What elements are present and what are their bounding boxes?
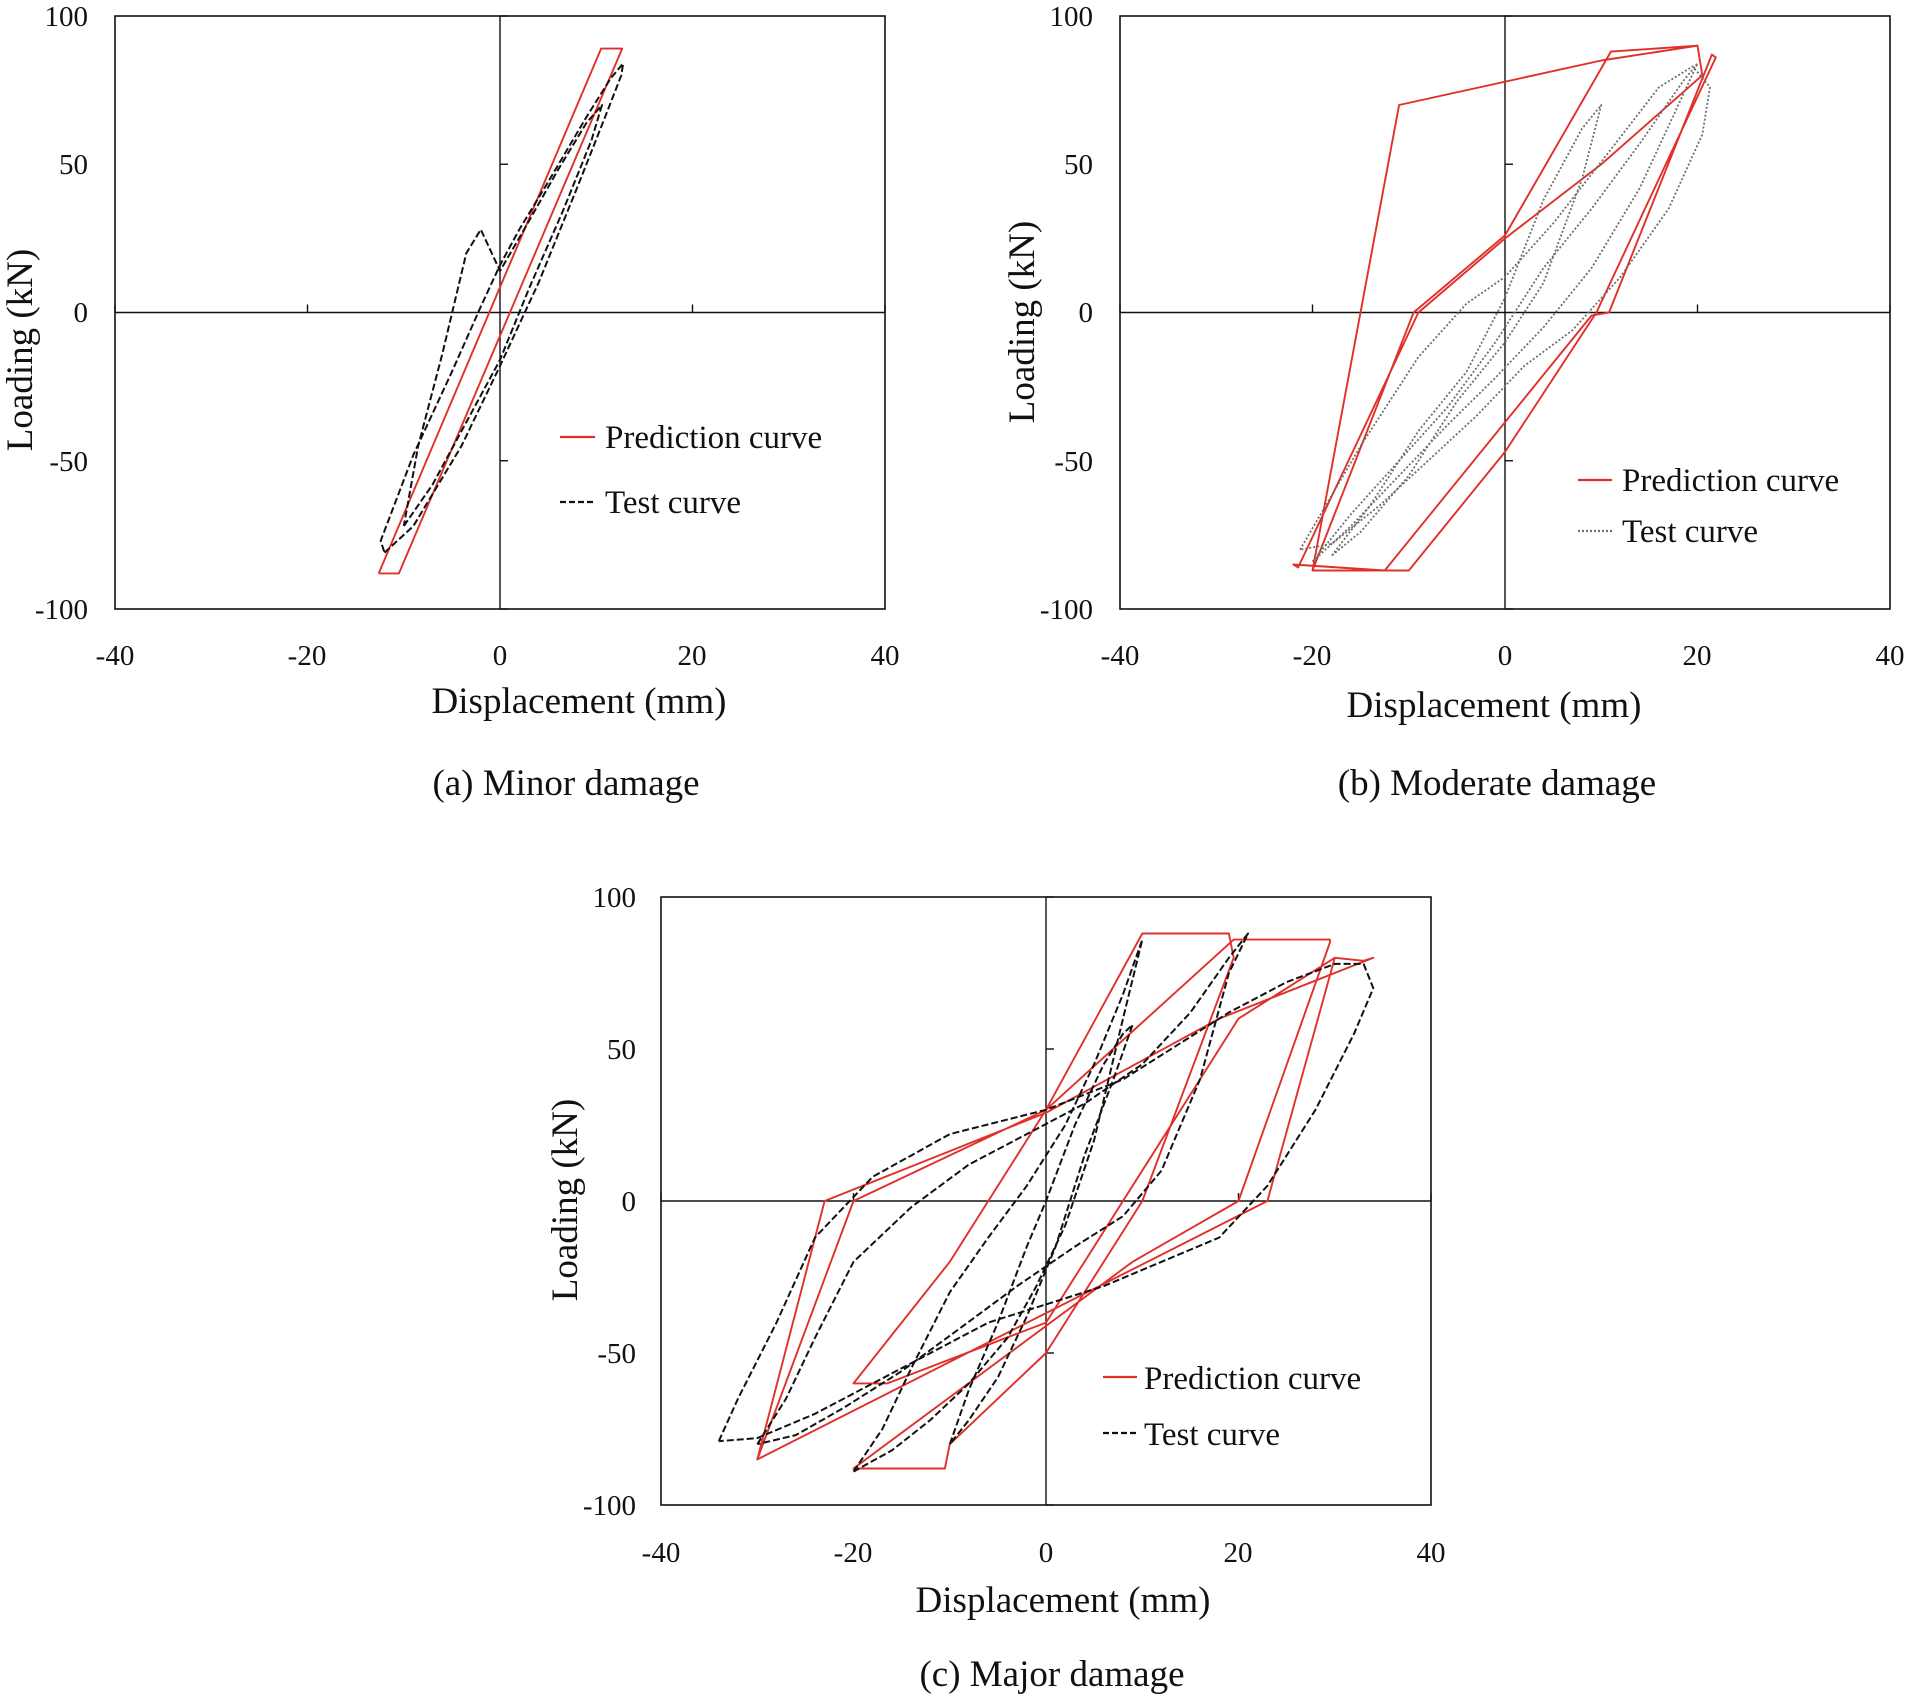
panel-b-ytick-100: 100 (1050, 1, 1094, 33)
panel-a-y-axis-label: Loading (kN) (0, 249, 41, 451)
panel-a-legend: Prediction curve Test curve (560, 420, 822, 521)
panel-a-ytick-100: 100 (45, 1, 89, 33)
panel-c-series (717, 932, 1375, 1473)
panel-c-caption: (c) Major damage (919, 1654, 1184, 1695)
panel-b-xtick-0: 0 (1498, 640, 1513, 672)
panel-b-xtick-20: 20 (1683, 640, 1712, 672)
panel-a-test-curve-inner-loop-2 (402, 104, 603, 527)
panel-c-prediction-curve-0 (756, 932, 1375, 1470)
panel-c-xtick-minus40: -40 (642, 1537, 681, 1569)
panel-c-ytick-minus100: -100 (583, 1490, 636, 1522)
panel-c-ytick-50: 50 (607, 1034, 636, 1066)
panel-c-x-axis-label: Displacement (mm) (916, 1580, 1211, 1621)
panel-a-ytick-0: 0 (74, 297, 89, 329)
panel-c-legend: Prediction curve Test curve (1103, 1361, 1361, 1453)
panel-c-xtick-minus20: -20 (834, 1537, 873, 1569)
panel-a-caption: (a) Minor damage (432, 763, 699, 804)
panel-b-legend-test-label: Test curve (1622, 514, 1758, 550)
panel-b-caption: (b) Moderate damage (1338, 763, 1656, 804)
panel-a-legend-test-label: Test curve (605, 485, 741, 521)
panel-c-legend-prediction-label: Prediction curve (1144, 1361, 1361, 1397)
panel-c-xtick-20: 20 (1224, 1537, 1253, 1569)
panel-b-test-curve-mid-3 (1311, 62, 1699, 563)
panel-c-ytick-100: 100 (593, 882, 637, 914)
panel-b-x-axis-label: Displacement (mm) (1347, 685, 1642, 726)
panel-b-xtick-minus40: -40 (1101, 640, 1140, 672)
panel-c-y-axis-label: Loading (kN) (545, 1099, 586, 1301)
panel-c-test-curve-loop-4-4 (948, 1023, 1134, 1445)
panel-a-legend-prediction-label: Prediction curve (605, 420, 822, 456)
panel-b-ytick-minus50: -50 (1054, 446, 1093, 478)
panel-b-ytick-minus100: -100 (1040, 594, 1093, 626)
panel-c-xtick-0: 0 (1039, 1537, 1054, 1569)
panel-a-xtick-minus40: -40 (96, 640, 135, 672)
panel-b-ytick-50: 50 (1064, 149, 1093, 181)
panel-c-test-curve-outer-1 (717, 962, 1375, 1443)
panel-c-test-curve-mid-2 (756, 932, 1250, 1446)
panel-a-xtick-40: 40 (871, 640, 900, 672)
panel-b-y-axis-label: Loading (kN) (1002, 221, 1043, 423)
panel-a-ytick-50: 50 (59, 149, 88, 181)
panel-c-test-curve-inner-3 (852, 938, 1144, 1473)
panel-c-ytick-minus50: -50 (597, 1338, 636, 1370)
panel-a-series (377, 47, 625, 575)
panel-a-ytick-minus50: -50 (49, 446, 88, 478)
panel-c-xtick-40: 40 (1417, 1537, 1446, 1569)
panel-b-moderate-damage: 100 50 0 -50 -100 -40 -20 0 20 40 Displa… (1002, 1, 1905, 804)
panel-b-test-curve-inner-2 (1331, 104, 1603, 557)
panel-b-legend: Prediction curve Test curve (1578, 463, 1839, 550)
panel-b-test-curve-outer-1 (1299, 65, 1711, 551)
panel-a-xtick-0: 0 (493, 640, 508, 672)
panel-a-test-curve-1 (379, 62, 625, 554)
panel-a-minor-damage: 100 50 0 -50 -100 -40 -20 0 20 40 Displa… (0, 1, 900, 804)
panel-b-xtick-40: 40 (1876, 640, 1905, 672)
panel-c-ytick-0: 0 (622, 1186, 637, 1218)
panel-a-xtick-20: 20 (678, 640, 707, 672)
panel-c-legend-test-label: Test curve (1144, 1417, 1280, 1453)
panel-a-ytick-minus100: -100 (35, 594, 88, 626)
panel-b-prediction-curve-0 (1292, 44, 1717, 572)
panel-b-ytick-0: 0 (1079, 297, 1094, 329)
panel-b-xtick-minus20: -20 (1293, 640, 1332, 672)
panel-c-major-damage: 100 50 0 -50 -100 -40 -20 0 20 40 Displa… (545, 882, 1446, 1695)
panel-b-legend-prediction-label: Prediction curve (1622, 463, 1839, 499)
panel-a-xtick-minus20: -20 (288, 640, 327, 672)
panel-a-prediction-curve-0 (377, 47, 624, 575)
panel-b-series (1292, 44, 1717, 572)
panel-a-x-axis-label: Displacement (mm) (432, 681, 727, 722)
